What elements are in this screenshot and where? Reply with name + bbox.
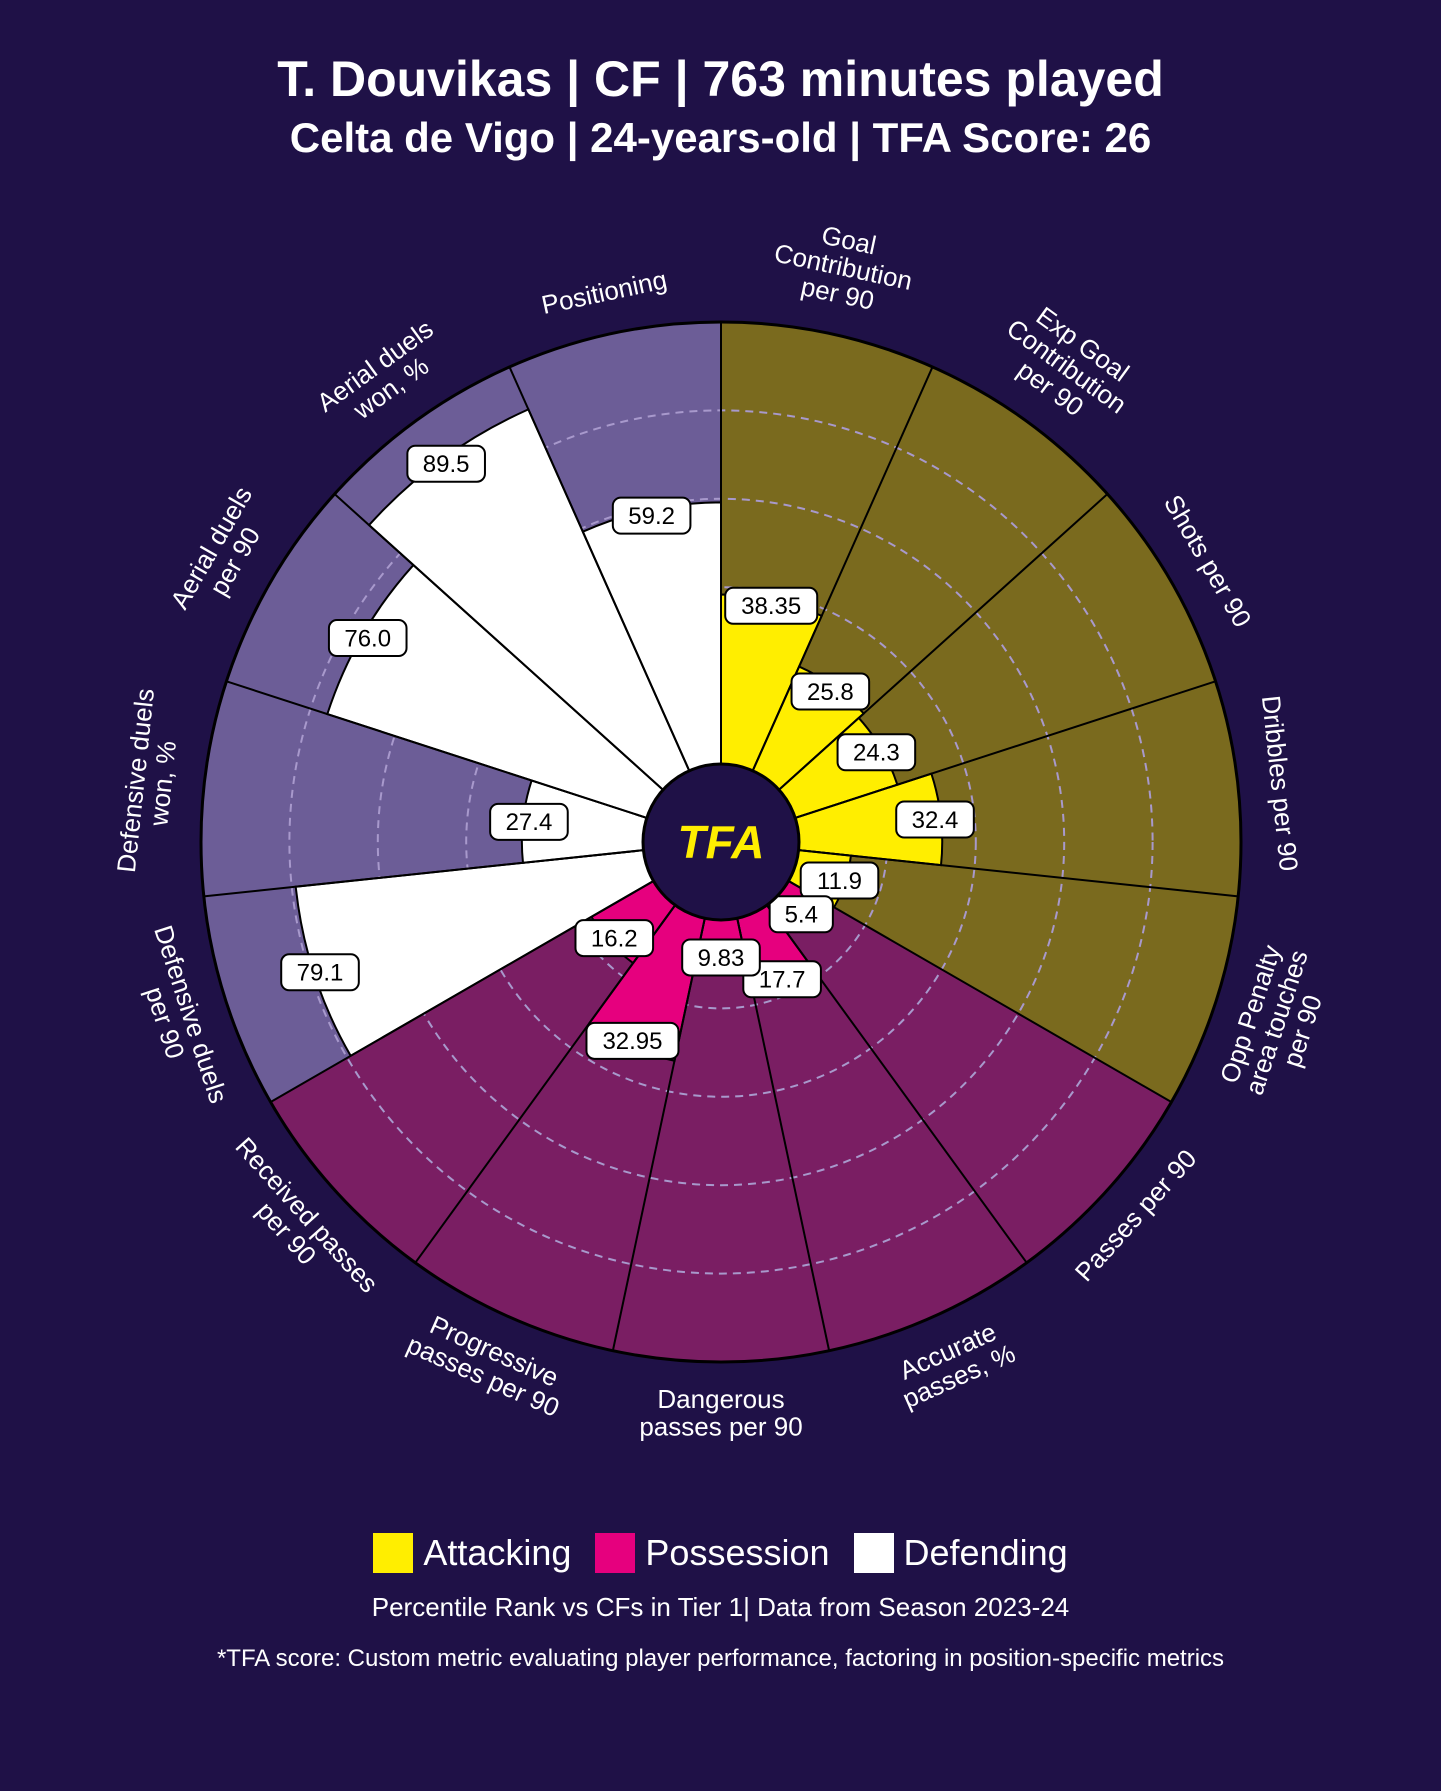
legend-item-attacking: Attacking [373, 1532, 571, 1574]
value-label-text: 38.35 [741, 593, 801, 620]
metric-label: Dangerouspasses per 90 [639, 1384, 802, 1441]
metric-label: Positioning [538, 264, 669, 320]
metric-label-line: Positioning [538, 264, 669, 320]
page-root: T. Douvikas | CF | 763 minutes played Ce… [0, 0, 1441, 1791]
metric-label: Dribbles per 90 [1255, 694, 1303, 872]
value-label-text: 27.4 [505, 809, 552, 836]
metric-label-line: Dribbles per 90 [1255, 694, 1303, 872]
metric-label-line: passes per 90 [639, 1412, 802, 1442]
polar-chart-svg: 38.35 25.8 24.3 32.4 11.95.4 17.7 9.83 32.95 16.… [31, 182, 1411, 1502]
center-label: TFA [677, 816, 764, 868]
value-label-text: 59.2 [628, 503, 675, 530]
metric-label: Opp Penaltyarea touchesper 90 [1212, 938, 1339, 1107]
value-label-text: 9.83 [697, 945, 744, 972]
title-line-2: Celta de Vigo | 24-years-old | TFA Score… [30, 114, 1411, 162]
metric-label-line: Dangerous [657, 1384, 784, 1414]
legend-item-possession: Possession [595, 1532, 829, 1574]
value-label-text: 76.0 [344, 625, 391, 652]
polar-chart-container: 38.35 25.8 24.3 32.4 11.95.4 17.7 9.83 32.95 16.… [30, 182, 1411, 1502]
legend-label: Possession [645, 1532, 829, 1574]
value-label-text: 16.2 [590, 925, 637, 952]
value-label-text: 5.4 [784, 902, 817, 929]
footer-note: *TFA score: Custom metric evaluating pla… [30, 1645, 1411, 1673]
legend-label: Defending [904, 1532, 1068, 1574]
metric-label: Defensive duelswon, % [110, 687, 186, 877]
legend: Attacking Possession Defending [30, 1532, 1411, 1574]
value-label-text: 17.7 [758, 967, 805, 994]
value-label-text: 24.3 [853, 740, 900, 767]
title-block: T. Douvikas | CF | 763 minutes played Ce… [30, 50, 1411, 162]
metric-label: GoalContributionper 90 [765, 211, 920, 323]
legend-swatch [854, 1533, 894, 1573]
value-label-text: 25.8 [806, 679, 853, 706]
value-label-text: 79.1 [296, 960, 343, 987]
legend-swatch [595, 1533, 635, 1573]
value-label-text: 32.95 [602, 1028, 662, 1055]
legend-swatch [373, 1533, 413, 1573]
footer-subtitle: Percentile Rank vs CFs in Tier 1| Data f… [30, 1592, 1411, 1623]
value-label-text: 89.5 [422, 451, 469, 478]
legend-item-defending: Defending [854, 1532, 1068, 1574]
value-label-text: 32.4 [911, 807, 958, 834]
title-line-1: T. Douvikas | CF | 763 minutes played [30, 50, 1411, 108]
value-label-text: 11.9 [817, 868, 862, 895]
legend-label: Attacking [423, 1532, 571, 1574]
